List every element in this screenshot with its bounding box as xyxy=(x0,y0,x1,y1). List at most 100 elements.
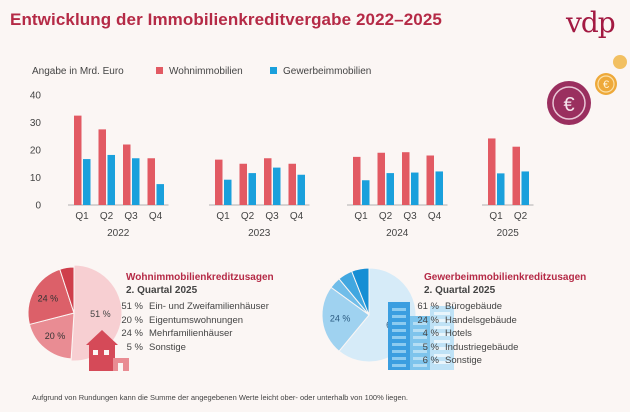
bar-gewerbe xyxy=(497,173,505,205)
y-tick-label: 0 xyxy=(35,201,41,212)
quarter-label: Q1 xyxy=(216,211,230,222)
bar-wohn xyxy=(402,152,410,205)
bar-wohn xyxy=(288,163,296,205)
house-icon xyxy=(86,330,129,371)
legend-label: Industriegebäude xyxy=(445,341,519,353)
legend-percent: 6 % xyxy=(422,355,439,366)
quarter-label: Q1 xyxy=(354,211,368,222)
bar-chart: 0 10 20 30 40 Q1 Q2 Q3 Q4 2022 Q1 Q2 Q3 Q4 2023 Q1 Q2 Q3 Q… xyxy=(30,91,534,239)
office-buildings-icon xyxy=(388,302,454,370)
legend-label: Handelsgebäude xyxy=(445,314,517,326)
legend-gewerbe-label: Gewerbeimmobilien xyxy=(283,66,372,77)
bar-gewerbe xyxy=(132,158,140,205)
quarter-label: Q3 xyxy=(124,211,138,222)
bar-wohn xyxy=(215,159,223,205)
bar-gewerbe xyxy=(107,154,115,205)
bar-wohn xyxy=(377,152,385,205)
bar-wohn xyxy=(512,146,520,205)
legend-row: 5 % Industriegebäude xyxy=(409,341,519,355)
bar-gewerbe xyxy=(156,184,164,205)
legend-wohn: Wohnimmobilien xyxy=(156,66,243,77)
quarter-label: Q4 xyxy=(428,211,442,222)
quarter-label: Q2 xyxy=(100,211,114,222)
bar-gewerbe xyxy=(297,174,305,205)
year-label: 2023 xyxy=(248,228,271,239)
legend-row: 24 % Handelsgebäude xyxy=(409,314,518,328)
legend-label: Sonstige xyxy=(445,355,482,366)
bar-gewerbe xyxy=(83,159,91,205)
wohn-pie-title: Wohnimmobilienkreditzusagen xyxy=(126,272,274,283)
quarter-label: Q3 xyxy=(403,211,417,222)
legend-row: 24 % Mehrfamilienhäuser xyxy=(113,327,269,341)
bar-wohn xyxy=(353,156,361,205)
pie-slice-label: 24 % xyxy=(38,294,59,304)
unit-label: Angabe in Mrd. Euro xyxy=(32,66,124,77)
y-tick-label: 40 xyxy=(30,91,42,102)
legend-row: 5 % Sonstige xyxy=(113,341,269,355)
quarter-label: Q3 xyxy=(265,211,279,222)
bar-wohn xyxy=(74,115,82,205)
bar-wohn xyxy=(98,129,106,205)
quarter-label: Q1 xyxy=(489,211,503,222)
legend-label: Ein- und Zweifamilienhäuser xyxy=(149,301,269,312)
gewerbe-pie-subtitle: 2. Quartal 2025 xyxy=(424,285,496,296)
legend-row: 6 % Sonstige xyxy=(409,354,518,368)
legend-label: Eigentumswohnungen xyxy=(149,314,244,326)
quarter-label: Q2 xyxy=(514,211,528,222)
pie-slice-wohn xyxy=(59,266,75,314)
y-tick-label: 10 xyxy=(30,173,42,184)
bar-gewerbe xyxy=(386,173,394,205)
quarter-label: Q4 xyxy=(290,211,304,222)
quarter-label: Q1 xyxy=(75,211,89,222)
bar-wohn xyxy=(147,158,155,205)
pie-slice-wohn xyxy=(28,312,75,360)
bar-gewerbe xyxy=(248,173,256,205)
legend-percent: 5 % xyxy=(126,341,143,353)
legend-row: 4 % Hotels xyxy=(409,327,518,341)
bar-gewerbe xyxy=(411,172,419,205)
pie-slice-label: 20 % xyxy=(45,331,66,341)
year-label: 2022 xyxy=(107,228,130,239)
bar-wohn xyxy=(239,163,247,205)
bar-wohn xyxy=(264,158,272,205)
legend-wohn-label: Wohnimmobilien xyxy=(169,66,243,77)
pie-slice-wohn xyxy=(27,268,75,326)
bar-wohn xyxy=(488,138,496,205)
legend-percent: 20 % xyxy=(121,314,143,326)
legend-label: Sonstige xyxy=(149,341,186,353)
bar-gewerbe xyxy=(435,171,443,205)
legend-label: Mehrfamilienhäuser xyxy=(149,328,233,339)
legend-row: 61 % Bürogebäude xyxy=(409,300,518,314)
footnote: Aufgrund von Rundungen kann die Summe de… xyxy=(32,393,408,402)
legend-percent: 51 % xyxy=(121,301,143,312)
gewerbe-pie-title: Gewerbeimmobilienkreditzusagen xyxy=(424,272,587,283)
legend-gewerbe: Gewerbeimmobilien xyxy=(270,66,371,77)
quarter-label: Q2 xyxy=(241,211,255,222)
bar-wohn xyxy=(426,155,434,205)
bar-gewerbe xyxy=(521,171,529,205)
bar-gewerbe xyxy=(224,179,232,205)
quarter-label: Q4 xyxy=(149,211,163,222)
page-title: Entwicklung der Immobilienkreditvergabe … xyxy=(10,10,442,29)
legend-row: 20 % Eigentumswohnungen xyxy=(113,314,269,328)
legend-gewerbe-swatch xyxy=(270,67,277,74)
legend-label: Hotels xyxy=(445,328,472,339)
pie-slice-label: 51 % xyxy=(90,309,111,319)
legend-label: Bürogebäude xyxy=(445,301,503,312)
legend-percent: 5 % xyxy=(422,341,439,353)
legend-percent: 61 % xyxy=(417,301,439,312)
wohn-pie-subtitle: 2. Quartal 2025 xyxy=(126,285,198,296)
legend-percent: 24 % xyxy=(417,314,439,326)
legend-percent: 24 % xyxy=(121,328,143,339)
bar-gewerbe xyxy=(362,180,370,205)
y-tick-label: 20 xyxy=(30,146,42,157)
vdp-logo: vdp xyxy=(566,6,616,39)
bar-gewerbe xyxy=(273,167,281,205)
quarter-label: Q2 xyxy=(379,211,393,222)
wohn-pie-legend: 51 % Ein- und Zweifamilienhäuser 20 % Eigen… xyxy=(113,300,269,354)
gewerbe-pie-legend: 61 % Bürogebäude 24 % Handelsgebäude 4 % Hote… xyxy=(409,300,518,368)
legend-wohn-swatch xyxy=(156,67,163,74)
bar-wohn xyxy=(123,144,131,205)
year-label: 2024 xyxy=(386,228,409,239)
pie-slice-gewerbe xyxy=(321,286,370,352)
